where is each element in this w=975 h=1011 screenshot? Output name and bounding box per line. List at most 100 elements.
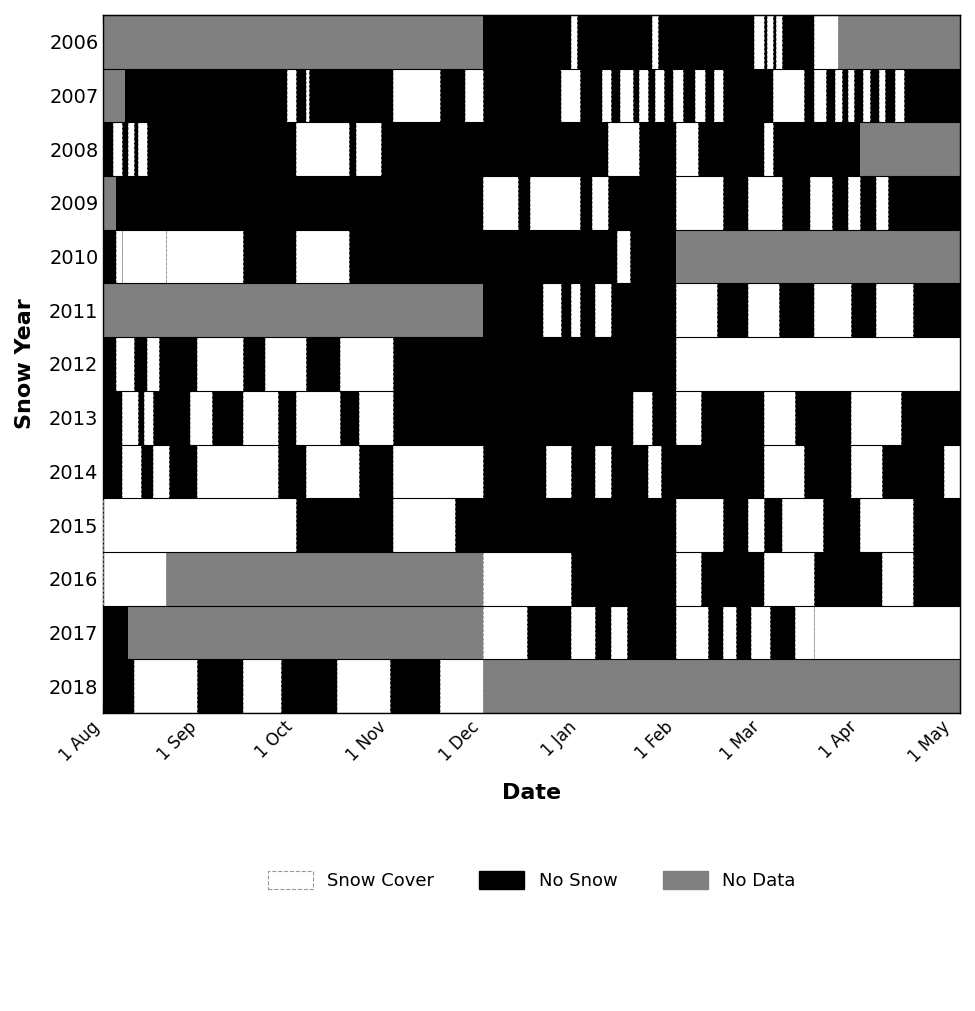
Bar (748, 176, 782, 229)
Bar (776, 15, 782, 69)
Bar (103, 15, 484, 69)
Bar (570, 283, 580, 337)
Bar (128, 122, 135, 176)
Bar (813, 15, 838, 69)
Bar (945, 445, 960, 498)
Bar (804, 69, 813, 122)
Bar (570, 15, 577, 69)
Bar (795, 606, 813, 659)
Bar (864, 69, 870, 122)
Bar (748, 176, 782, 229)
Bar (608, 176, 677, 229)
Bar (677, 498, 723, 552)
Bar (804, 445, 851, 498)
Bar (864, 69, 870, 122)
Bar (103, 552, 166, 606)
Bar (677, 283, 717, 337)
Bar (542, 283, 562, 337)
Bar (608, 122, 639, 176)
Bar (823, 498, 860, 552)
Bar (337, 659, 390, 713)
Bar (677, 176, 723, 229)
Bar (122, 122, 128, 176)
Bar (611, 606, 627, 659)
Bar (630, 229, 677, 283)
Bar (633, 69, 639, 122)
Bar (677, 606, 708, 659)
Bar (860, 122, 938, 176)
Bar (677, 445, 763, 498)
Bar (763, 122, 773, 176)
Bar (795, 391, 851, 445)
Bar (570, 283, 580, 337)
Bar (296, 229, 349, 283)
Bar (895, 69, 904, 122)
Bar (752, 606, 770, 659)
Bar (864, 15, 960, 69)
Bar (116, 229, 122, 283)
Bar (116, 337, 135, 391)
Bar (608, 122, 639, 176)
Bar (714, 69, 723, 122)
Bar (755, 15, 763, 69)
Bar (306, 69, 309, 122)
Bar (677, 552, 701, 606)
Bar (265, 337, 306, 391)
Bar (337, 659, 390, 713)
Bar (876, 283, 914, 337)
Bar (103, 229, 116, 283)
Bar (122, 391, 137, 445)
Bar (763, 445, 804, 498)
Bar (484, 69, 562, 122)
Bar (296, 552, 484, 606)
Bar (340, 337, 393, 391)
Bar (714, 69, 723, 122)
Bar (278, 391, 296, 445)
Bar (717, 283, 748, 337)
Bar (135, 337, 147, 391)
Bar (570, 606, 596, 659)
Bar (627, 606, 677, 659)
Bar (484, 659, 960, 713)
Bar (782, 176, 810, 229)
Bar (135, 659, 197, 713)
Bar (103, 445, 122, 498)
Bar (465, 69, 484, 122)
Y-axis label: Snow Year: Snow Year (15, 298, 35, 430)
Bar (677, 498, 723, 552)
Bar (103, 391, 122, 445)
Bar (677, 176, 723, 229)
Bar (244, 391, 278, 445)
Bar (851, 391, 901, 445)
Bar (748, 69, 773, 122)
Bar (904, 69, 960, 122)
Bar (484, 498, 580, 552)
Bar (465, 69, 484, 122)
Bar (197, 337, 244, 391)
Bar (851, 445, 882, 498)
Bar (122, 445, 140, 498)
Bar (112, 122, 122, 176)
Bar (776, 15, 782, 69)
Bar (651, 15, 658, 69)
Bar (128, 122, 135, 176)
Bar (841, 69, 848, 122)
Bar (580, 176, 593, 229)
Bar (633, 391, 651, 445)
Bar (103, 283, 484, 337)
Bar (914, 552, 960, 606)
Bar (752, 606, 770, 659)
Bar (674, 69, 682, 122)
Bar (593, 176, 608, 229)
Bar (530, 176, 580, 229)
Bar (103, 552, 166, 606)
Bar (296, 391, 340, 445)
Bar (137, 122, 147, 176)
Bar (116, 337, 135, 391)
Bar (677, 229, 960, 283)
Bar (620, 69, 633, 122)
Bar (147, 122, 296, 176)
Bar (577, 15, 651, 69)
Bar (393, 391, 580, 445)
Bar (860, 498, 914, 552)
